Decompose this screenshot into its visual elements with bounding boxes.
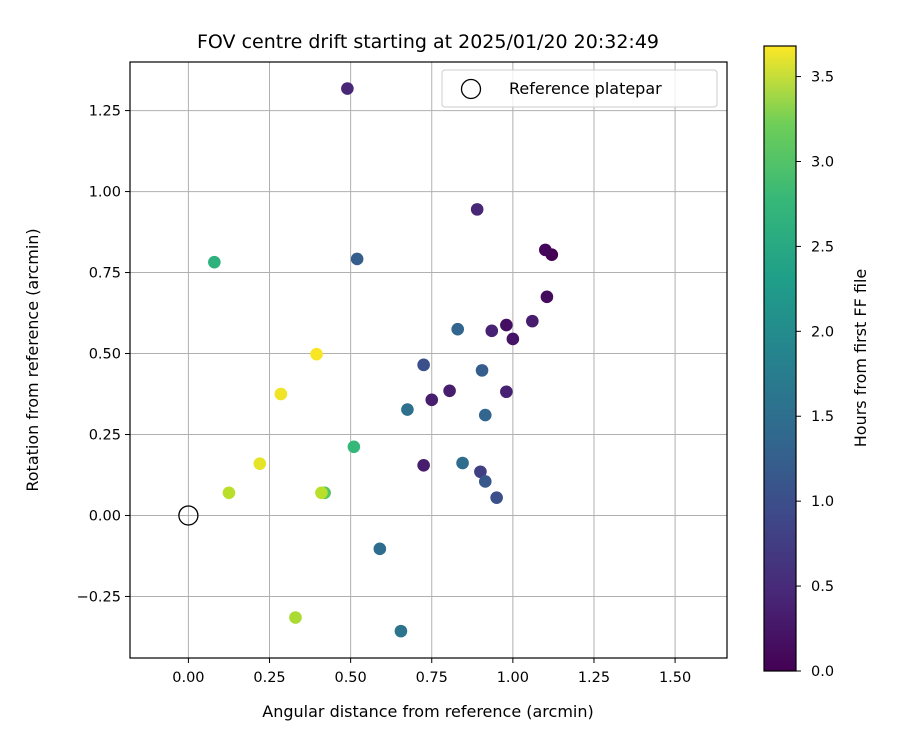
data-point	[289, 611, 302, 624]
x-tick-label: 0.50	[334, 670, 366, 686]
data-point	[500, 385, 513, 399]
colorbar-tick-label: 0.0	[811, 664, 834, 680]
y-axis-ticks: −0.25 0.00 0.25 0.50 0.75 1.00 1.25	[77, 104, 130, 605]
grid	[130, 62, 727, 658]
data-point	[485, 324, 499, 338]
y-tick-label: 0.50	[89, 347, 121, 363]
colorbar-tick-label: 2.5	[811, 239, 834, 255]
data-point	[274, 387, 288, 401]
colorbar: 0.0 0.5 1.0 1.5 2.0 2.5 3.0 3.5 Hours from firs…	[763, 45, 870, 680]
data-point	[443, 384, 456, 398]
x-tick-label: 0.75	[416, 670, 448, 686]
colorbar-tick-label: 2.0	[811, 324, 834, 340]
data-point	[451, 322, 465, 336]
data-point	[350, 252, 364, 266]
data-point	[208, 255, 221, 269]
colorbar-tick-label: 3.5	[811, 70, 834, 86]
colorbar-tick-label: 3.0	[811, 154, 834, 170]
data-point	[373, 542, 387, 556]
y-tick-label: 0.75	[89, 266, 121, 282]
colorbar-tick-label: 1.0	[811, 494, 834, 510]
y-axis-label: Rotation from reference (arcmin)	[23, 228, 42, 491]
x-tick-label: 0.00	[172, 670, 204, 686]
x-tick-label: 1.00	[497, 670, 529, 686]
data-point	[526, 314, 539, 328]
colorbar-ticks: 0.0 0.5 1.0 1.5 2.0 2.5 3.0 3.5	[796, 70, 834, 680]
legend: Reference platepar	[441, 69, 718, 108]
data-point	[401, 403, 414, 416]
data-point	[478, 475, 492, 488]
data-point	[478, 408, 492, 422]
data-point	[425, 393, 439, 407]
chart-title: FOV centre drift starting at 2025/01/20 …	[197, 31, 659, 53]
data-point	[417, 458, 430, 472]
data-point	[417, 358, 430, 372]
data-point	[341, 82, 354, 95]
data-point	[310, 347, 323, 361]
colorbar-tick-label: 0.5	[811, 579, 834, 595]
y-tick-label: 1.00	[89, 185, 121, 201]
x-axis-ticks: 0.00 0.25 0.50 0.75 1.00 1.25 1.50	[172, 658, 691, 686]
y-tick-label: 1.25	[89, 104, 121, 120]
colorbar-label: Hours from first FF file	[851, 269, 870, 448]
data-points	[178, 82, 559, 638]
data-point	[222, 486, 236, 500]
y-tick-label: −0.25	[77, 589, 121, 605]
x-tick-label: 1.50	[659, 670, 691, 686]
data-point	[500, 318, 513, 332]
data-point	[474, 465, 487, 479]
legend-marker	[460, 78, 482, 100]
data-point	[539, 243, 552, 257]
x-tick-label: 0.25	[253, 670, 285, 686]
data-point	[347, 440, 361, 454]
legend-label: Reference platepar	[509, 79, 662, 98]
plot-frame	[129, 61, 728, 659]
legend-box	[441, 69, 718, 108]
x-axis-label: Angular distance from reference (arcmin)	[262, 702, 593, 721]
data-point	[470, 203, 484, 216]
y-tick-label: 0.00	[89, 508, 121, 524]
colorbar-tick-label: 1.5	[811, 409, 834, 425]
colorbar-gradient	[763, 45, 797, 672]
data-point	[456, 456, 469, 470]
data-point	[253, 457, 267, 470]
data-point	[394, 624, 408, 638]
data-point	[490, 491, 503, 504]
y-tick-label: 0.25	[89, 428, 121, 444]
x-tick-label: 1.25	[578, 670, 610, 686]
reference-platepar-marker	[178, 505, 199, 526]
data-point	[315, 486, 328, 500]
data-point	[540, 290, 554, 304]
data-point	[475, 364, 489, 377]
data-point	[506, 332, 520, 346]
